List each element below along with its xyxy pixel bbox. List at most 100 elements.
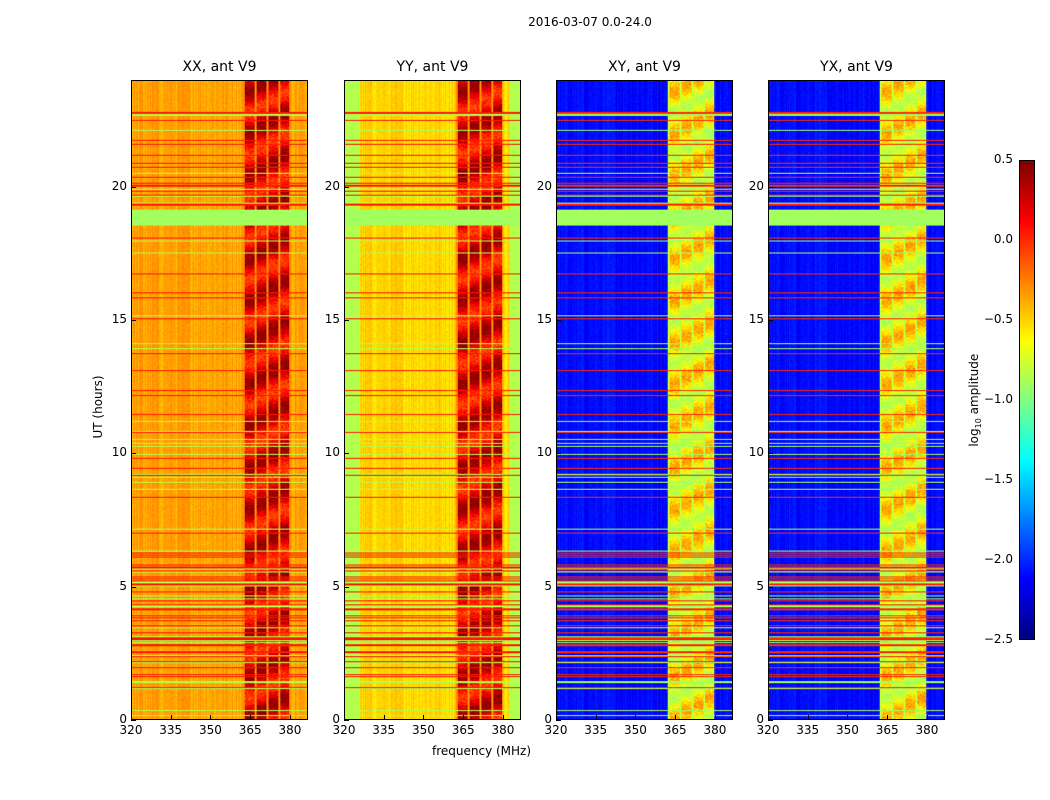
heatmap-cells: [557, 81, 732, 719]
y-tick-label: 0: [544, 712, 552, 726]
x-tick-mark: [170, 715, 172, 720]
heatmap-panel: [344, 80, 521, 720]
y-tick-mark: [768, 453, 773, 455]
x-tick-label: 365: [238, 723, 262, 737]
colorbar-tick-label: 0.5: [993, 152, 1013, 166]
x-tick-mark: [131, 715, 132, 720]
x-tick-label: 350: [836, 723, 859, 737]
x-tick-mark: [675, 715, 677, 720]
x-tick-label: 320: [544, 723, 568, 737]
x-tick-label: 320: [332, 723, 356, 737]
y-tick-label: 5: [756, 578, 764, 593]
panel-title: YY, ant V9: [396, 59, 469, 75]
y-tick-label: 5: [119, 578, 127, 593]
x-tick-mark: [768, 715, 769, 720]
y-tick-mark: [768, 720, 773, 721]
x-tick-mark: [344, 715, 345, 720]
x-tick-label: 320: [756, 723, 780, 737]
y-tick-mark: [131, 720, 136, 721]
x-tick-mark: [926, 715, 928, 720]
y-tick-mark: [768, 186, 773, 188]
colorbar-tick-label: −2.5: [983, 632, 1013, 646]
x-tick-mark: [807, 715, 809, 720]
x-tick-mark: [887, 715, 889, 720]
x-tick-label: 350: [412, 723, 435, 737]
y-axis-label: UT (hours): [91, 375, 105, 439]
x-tick-mark: [250, 715, 252, 720]
colorbar: [1019, 160, 1035, 640]
y-tick-label: 20: [324, 178, 340, 193]
y-tick-mark: [131, 453, 136, 455]
y-tick-label: 10: [324, 445, 340, 460]
x-tick-label: 380: [278, 723, 302, 737]
y-tick-label: 15: [111, 312, 127, 326]
y-tick-label: 10: [111, 445, 127, 460]
y-tick-mark: [344, 586, 349, 588]
heatmap-cells: [769, 81, 944, 719]
heatmap-panel: [768, 80, 945, 720]
x-tick-mark: [383, 715, 385, 720]
x-tick-label: 335: [159, 723, 183, 737]
y-tick-label: 20: [748, 178, 764, 193]
x-tick-label: 350: [199, 723, 222, 737]
y-tick-mark: [344, 320, 349, 321]
y-tick-label: 20: [536, 178, 552, 193]
y-tick-mark: [344, 720, 349, 721]
y-tick-mark: [131, 186, 136, 188]
y-tick-mark: [344, 186, 349, 188]
y-tick-label: 10: [536, 445, 552, 460]
x-tick-label: 365: [663, 723, 687, 737]
x-tick-mark: [423, 715, 425, 720]
figure-title: 2016-03-07 0.0-24.0: [528, 15, 652, 29]
heatmap-panel: [131, 80, 308, 720]
y-tick-label: 20: [111, 178, 127, 193]
x-tick-mark: [595, 715, 597, 720]
y-tick-label: 15: [748, 312, 764, 326]
y-tick-label: 0: [756, 712, 764, 726]
y-tick-mark: [556, 453, 561, 455]
colorbar-tick-label: −0.5: [983, 312, 1013, 326]
y-tick-mark: [768, 586, 773, 588]
x-tick-label: 380: [703, 723, 727, 737]
heatmap-cells: [345, 81, 520, 719]
x-tick-mark: [556, 715, 557, 720]
colorbar-tick-label: 0.0: [993, 232, 1013, 246]
panel-title: XY, ant V9: [608, 59, 681, 75]
x-tick-mark: [289, 715, 291, 720]
x-tick-label: 335: [796, 723, 820, 737]
x-tick-label: 335: [372, 723, 396, 737]
y-tick-label: 15: [324, 312, 340, 326]
y-tick-mark: [131, 320, 136, 321]
heatmap-cells: [132, 81, 307, 719]
x-tick-label: 380: [491, 723, 515, 737]
y-tick-label: 10: [748, 445, 764, 460]
heatmap-panel: [556, 80, 733, 720]
y-tick-label: 0: [119, 712, 127, 726]
colorbar-tick-label: −1.5: [983, 472, 1013, 486]
x-tick-mark: [463, 715, 465, 720]
x-tick-label: 350: [624, 723, 647, 737]
y-tick-label: 0: [332, 712, 340, 726]
y-tick-mark: [556, 720, 561, 721]
x-axis-label: frequency (MHz): [432, 744, 532, 758]
x-tick-mark: [714, 715, 716, 720]
x-tick-label: 335: [584, 723, 608, 737]
y-tick-mark: [556, 186, 561, 188]
colorbar-tick-label: −2.0: [983, 552, 1013, 566]
colorbar-tick-label: −1.0: [983, 392, 1013, 406]
x-tick-label: 380: [915, 723, 939, 737]
y-tick-label: 15: [536, 312, 552, 326]
x-tick-label: 365: [451, 723, 475, 737]
x-tick-mark: [210, 715, 212, 720]
x-tick-mark: [502, 715, 504, 720]
y-tick-mark: [556, 320, 561, 321]
x-tick-mark: [847, 715, 849, 720]
panel-title: XX, ant V9: [182, 59, 257, 75]
y-tick-mark: [131, 586, 136, 588]
y-tick-mark: [768, 320, 773, 321]
y-tick-label: 5: [544, 578, 552, 593]
y-tick-mark: [556, 586, 561, 588]
x-tick-mark: [635, 715, 637, 720]
x-tick-label: 320: [119, 723, 143, 737]
